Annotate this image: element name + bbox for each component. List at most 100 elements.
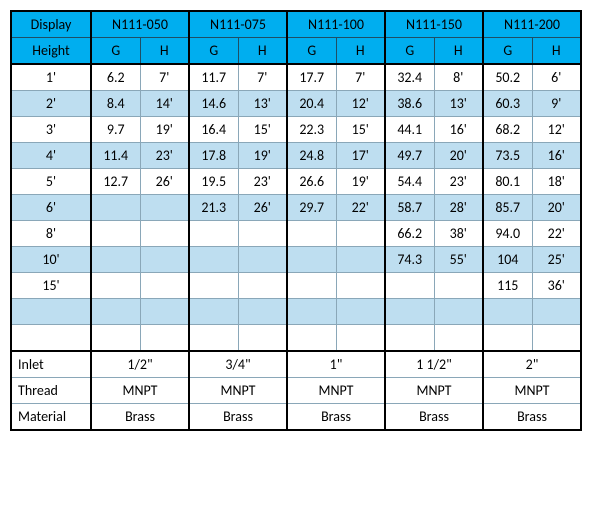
data-cell (140, 325, 189, 351)
sub-h-2: H (336, 38, 385, 65)
data-cell (140, 273, 189, 299)
footer-label: Thread (11, 377, 91, 403)
data-cell (287, 273, 336, 299)
footer-value: 1/2" (91, 351, 189, 378)
data-cell: 16.4 (189, 117, 238, 143)
data-cell: 12' (336, 91, 385, 117)
data-cell (91, 299, 140, 325)
data-cell (532, 299, 581, 325)
data-cell: 16' (434, 117, 483, 143)
data-cell: 22.3 (287, 117, 336, 143)
data-cell: 68.2 (483, 117, 532, 143)
header-model-2: N111-100 (287, 11, 385, 38)
data-cell: 6.2 (91, 64, 140, 91)
data-cell: 66.2 (385, 221, 434, 247)
data-cell (238, 221, 287, 247)
data-cell: 14' (140, 91, 189, 117)
header-height: Height (11, 38, 91, 65)
data-cell: 8.4 (91, 91, 140, 117)
data-cell: 19.5 (189, 169, 238, 195)
data-cell: 7' (336, 64, 385, 91)
footer-value: 3/4" (189, 351, 287, 378)
data-cell (238, 299, 287, 325)
data-cell (189, 299, 238, 325)
data-cell: 14.6 (189, 91, 238, 117)
data-cell: 21.3 (189, 195, 238, 221)
data-cell (434, 299, 483, 325)
data-cell (336, 247, 385, 273)
row-height-label: 3' (11, 117, 91, 143)
data-cell: 17' (336, 143, 385, 169)
data-cell: 19' (140, 117, 189, 143)
data-cell (189, 273, 238, 299)
data-cell (189, 221, 238, 247)
footer-value: 1 1/2" (385, 351, 483, 378)
header-model-0: N111-050 (91, 11, 189, 38)
sub-g-4: G (483, 38, 532, 65)
sub-h-3: H (434, 38, 483, 65)
data-cell (287, 221, 336, 247)
data-cell: 18' (532, 169, 581, 195)
data-cell: 29.7 (287, 195, 336, 221)
data-cell (336, 221, 385, 247)
data-cell (140, 221, 189, 247)
data-cell: 28' (434, 195, 483, 221)
data-cell: 54.4 (385, 169, 434, 195)
data-cell: 19' (336, 169, 385, 195)
data-cell (140, 195, 189, 221)
data-cell: 26' (238, 195, 287, 221)
data-cell: 19' (238, 143, 287, 169)
data-cell (189, 325, 238, 351)
data-cell: 55' (434, 247, 483, 273)
data-cell: 12.7 (91, 169, 140, 195)
data-cell (91, 325, 140, 351)
data-cell (287, 299, 336, 325)
row-height-label: 1' (11, 64, 91, 91)
data-cell: 15' (336, 117, 385, 143)
data-cell: 58.7 (385, 195, 434, 221)
data-cell: 17.7 (287, 64, 336, 91)
header-model-1: N111-075 (189, 11, 287, 38)
data-cell (140, 299, 189, 325)
data-cell (238, 247, 287, 273)
data-cell: 36' (532, 273, 581, 299)
footer-value: MNPT (287, 377, 385, 403)
data-cell: 20' (434, 143, 483, 169)
data-cell: 8' (434, 64, 483, 91)
data-cell: 7' (140, 64, 189, 91)
data-cell: 80.1 (483, 169, 532, 195)
data-cell (532, 325, 581, 351)
footer-value: Brass (287, 403, 385, 430)
data-cell: 38.6 (385, 91, 434, 117)
data-cell: 15' (238, 117, 287, 143)
data-cell: 13' (238, 91, 287, 117)
data-cell (336, 299, 385, 325)
data-cell: 16' (532, 143, 581, 169)
data-cell: 23' (434, 169, 483, 195)
data-cell: 22' (532, 221, 581, 247)
data-cell (91, 247, 140, 273)
data-cell: 115 (483, 273, 532, 299)
data-cell: 7' (238, 64, 287, 91)
data-cell: 20' (532, 195, 581, 221)
data-cell (385, 273, 434, 299)
data-cell: 9.7 (91, 117, 140, 143)
data-cell: 32.4 (385, 64, 434, 91)
data-cell: 9' (532, 91, 581, 117)
footer-label: Material (11, 403, 91, 430)
data-cell: 50.2 (483, 64, 532, 91)
data-cell: 25' (532, 247, 581, 273)
data-cell: 22' (336, 195, 385, 221)
data-cell: 94.0 (483, 221, 532, 247)
data-cell (336, 325, 385, 351)
data-cell: 12' (532, 117, 581, 143)
footer-value: 2" (483, 351, 581, 378)
footer-value: MNPT (385, 377, 483, 403)
data-cell: 26' (140, 169, 189, 195)
header-model-3: N111-150 (385, 11, 483, 38)
sub-g-3: G (385, 38, 434, 65)
data-cell (434, 273, 483, 299)
data-cell (238, 325, 287, 351)
footer-value: MNPT (91, 377, 189, 403)
data-cell: 17.8 (189, 143, 238, 169)
